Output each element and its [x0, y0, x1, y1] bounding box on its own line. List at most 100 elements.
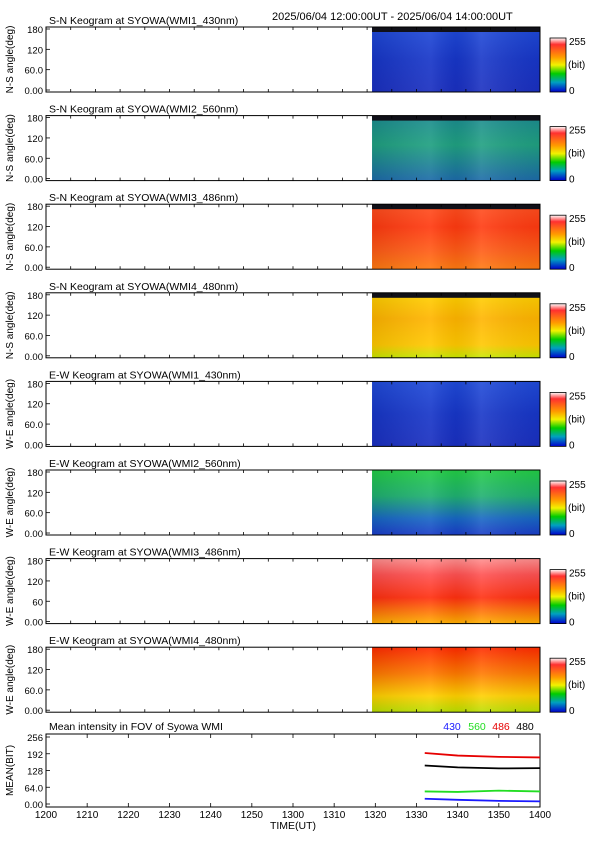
x-tick-label: 1250 — [241, 810, 264, 821]
panel-title: S-N Keogram at SYOWA(WMI2_560nm) — [49, 104, 238, 116]
colorbar-min-label: 0 — [569, 263, 575, 274]
y-tick-label: 180 — [27, 114, 43, 125]
colorbar-max-label: 255 — [569, 569, 586, 580]
panel-title: E-W Keogram at SYOWA(WMI3_486nm) — [49, 547, 241, 559]
panel-title: E-W Keogram at SYOWA(WMI4_480nm) — [49, 635, 241, 647]
panel-frame — [45, 733, 541, 808]
x-tick-label: 1330 — [405, 810, 428, 821]
keogram-panel: S-N Keogram at SYOWA(WMI4_480nm) 180 120 60… — [5, 281, 586, 363]
colorbar-unit-label: (bit) — [568, 237, 585, 248]
y-tick-label: 60.0 — [25, 420, 44, 431]
y-tick-label: 120 — [27, 577, 43, 588]
heatmap-texture — [372, 558, 540, 624]
y-tick-label: 0.00 — [25, 175, 44, 186]
heatmap-top-band — [372, 115, 540, 121]
y-tick-label: 120 — [27, 134, 43, 145]
series-line-480 — [424, 764, 541, 770]
colorbar-max-label: 255 — [569, 126, 586, 137]
colorbar — [549, 391, 567, 447]
colorbar-max-label: 255 — [569, 303, 586, 314]
y-tick-label: 180 — [27, 557, 43, 568]
y-tick-label: 256 — [27, 733, 43, 744]
colorbar-unit-label: (bit) — [568, 503, 585, 514]
colorbar — [549, 480, 567, 536]
x-tick-label: 1300 — [282, 810, 305, 821]
y-axis-label: W-E angle(deg) — [5, 645, 16, 715]
time-range-header: 2025/06/04 12:00:00UT - 2025/06/04 14:00… — [272, 11, 513, 23]
heatmap-texture — [372, 381, 540, 447]
legend-entry-560: 560 — [468, 721, 486, 733]
heatmap-texture — [372, 27, 540, 92]
colorbar — [549, 37, 567, 93]
legend-entry-480: 480 — [516, 721, 534, 733]
colorbar-unit-label: (bit) — [568, 414, 585, 425]
colorbar-unit-label: (bit) — [568, 592, 585, 603]
colorbar — [549, 657, 567, 713]
keogram-panel: S-N Keogram at SYOWA(WMI2_560nm) 180 120 60… — [5, 104, 586, 186]
y-tick-label: 180 — [27, 379, 43, 390]
mean-intensity-panel: Mean intensity in FOV of Syowa WMI 430 560… — [5, 721, 552, 832]
heatmap-texture — [372, 292, 540, 358]
y-tick-label: 180 — [27, 25, 43, 36]
x-tick-label: 1240 — [200, 810, 223, 821]
x-tick-label: 1310 — [323, 810, 346, 821]
x-tick-label: 1350 — [488, 810, 511, 821]
panel-title: E-W Keogram at SYOWA(WMI1_430nm) — [49, 369, 241, 381]
heatmap-top-band — [372, 292, 540, 298]
colorbar-max-label: 255 — [569, 480, 586, 491]
colorbar-max-label: 255 — [569, 37, 586, 48]
heatmap-texture — [372, 204, 540, 270]
y-axis-label: N-S angle(deg) — [5, 26, 16, 94]
x-tick-label: 1230 — [158, 810, 181, 821]
y-tick-label: 60.0 — [25, 509, 44, 520]
colorbar-min-label: 0 — [569, 529, 575, 540]
panel-title: Mean intensity in FOV of Syowa WMI — [49, 721, 223, 733]
colorbar-min-label: 0 — [569, 706, 575, 717]
colorbar — [549, 214, 567, 270]
heatmap-top-band — [372, 204, 540, 210]
keogram-panel: S-N Keogram at SYOWA(WMI3_486nm) 180 120 60… — [5, 192, 586, 274]
colorbar-unit-label: (bit) — [568, 680, 585, 691]
y-axis-label: N-S angle(deg) — [5, 291, 16, 359]
x-tick-label: 1400 — [529, 810, 552, 821]
y-tick-label: 120 — [27, 311, 43, 322]
y-tick-label: 0.00 — [25, 440, 44, 451]
colorbar — [549, 569, 567, 624]
colorbar-min-label: 0 — [569, 352, 575, 363]
colorbar-min-label: 0 — [569, 618, 575, 629]
colorbar-max-label: 255 — [569, 214, 586, 225]
colorbar-unit-label: (bit) — [568, 60, 585, 71]
y-axis-label: N-S angle(deg) — [5, 203, 16, 271]
y-tick-label: 120 — [27, 223, 43, 234]
colorbar-unit-label: (bit) — [568, 326, 585, 337]
y-axis-label: W-E angle(deg) — [5, 468, 16, 538]
panel-title: S-N Keogram at SYOWA(WMI3_486nm) — [49, 192, 238, 204]
y-axis-label: N-S angle(deg) — [5, 114, 16, 182]
colorbar-max-label: 255 — [569, 391, 586, 402]
legend-entry-430: 430 — [443, 721, 461, 733]
heatmap-top-band — [372, 27, 540, 32]
colorbar — [549, 126, 567, 181]
x-tick-label: 1200 — [35, 810, 58, 821]
colorbar-max-label: 255 — [569, 657, 586, 668]
y-tick-label: 0.00 — [25, 800, 44, 811]
y-tick-label: 0.00 — [25, 352, 44, 363]
series-line-486 — [424, 752, 541, 759]
heatmap-texture — [372, 115, 540, 181]
panel-title: E-W Keogram at SYOWA(WMI2_560nm) — [49, 458, 241, 470]
x-tick-label: 1220 — [117, 810, 140, 821]
y-tick-label: 60.0 — [25, 686, 44, 697]
x-tick-label: 1210 — [76, 810, 99, 821]
x-tick-label: 1340 — [447, 810, 470, 821]
colorbar — [549, 303, 567, 359]
y-tick-label: 180 — [27, 645, 43, 656]
colorbar-min-label: 0 — [569, 86, 575, 97]
colorbar-unit-label: (bit) — [568, 149, 585, 160]
panel-title: S-N Keogram at SYOWA(WMI4_480nm) — [49, 281, 238, 293]
keogram-panel: E-W Keogram at SYOWA(WMI4_480nm) 180 120 60… — [5, 635, 586, 717]
panel-title: S-N Keogram at SYOWA(WMI1_430nm) — [49, 15, 238, 27]
y-tick-label: 128 — [27, 767, 43, 778]
y-tick-label: 120 — [27, 400, 43, 411]
y-tick-label: 0.00 — [25, 529, 44, 540]
y-tick-label: 60.0 — [25, 66, 44, 77]
